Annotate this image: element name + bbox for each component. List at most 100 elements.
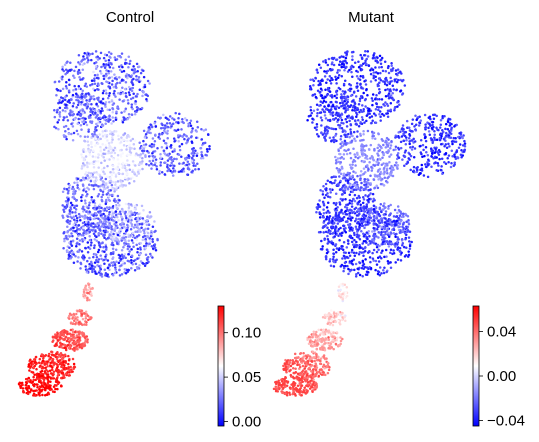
scatter-point-upper-lobes: [394, 215, 398, 218]
scatter-point-upper-lobes: [355, 115, 358, 118]
scatter-point-upper-lobes: [83, 57, 86, 61]
scatter-point-upper-lobes: [405, 139, 408, 142]
scatter-point-upper-lobes: [82, 122, 86, 126]
scatter-point-upper-lobes: [387, 214, 391, 217]
scatter-point-upper-lobes: [130, 103, 134, 106]
scatter-point-upper-lobes: [102, 220, 106, 223]
scatter-point-upper-lobes: [146, 149, 149, 153]
scatter-point-upper-lobes: [340, 105, 343, 108]
scatter-point-central-region: [120, 148, 123, 152]
scatter-point-lower-left-branch: [42, 377, 45, 381]
scatter-point-upper-lobes: [321, 193, 325, 196]
scatter-point-central-region: [103, 172, 106, 176]
scatter-point-central-region: [107, 141, 111, 145]
scatter-point-upper-lobes: [349, 132, 353, 135]
scatter-point-lower-left-branch: [52, 370, 56, 373]
scatter-point-upper-lobes: [93, 130, 96, 134]
scatter-point-upper-lobes: [424, 139, 428, 143]
scatter-point-upper-lobes: [319, 66, 323, 70]
scatter-point-upper-lobes: [132, 245, 135, 248]
scatter-point-upper-lobes: [332, 265, 336, 268]
scatter-point-upper-lobes: [76, 181, 79, 184]
scatter-point-upper-lobes: [64, 130, 67, 133]
scatter-point-upper-lobes: [93, 270, 97, 273]
scatter-point-upper-lobes: [427, 158, 430, 162]
scatter-point-central-region: [89, 173, 93, 177]
scatter-point-upper-lobes: [87, 246, 90, 249]
scatter-point-upper-lobes: [353, 219, 357, 223]
scatter-point-upper-lobes: [339, 138, 342, 141]
scatter-point-upper-lobes: [75, 245, 78, 248]
scatter-point-upper-lobes: [133, 113, 137, 116]
scatter-point-upper-lobes: [64, 135, 68, 138]
scatter-point-upper-lobes: [356, 107, 359, 110]
scatter-point-upper-lobes: [116, 201, 120, 205]
scatter-point-upper-lobes: [207, 133, 210, 137]
scatter-point-upper-lobes: [341, 217, 344, 220]
scatter-point-upper-lobes: [391, 98, 395, 101]
scatter-point-upper-lobes: [75, 237, 79, 241]
scatter-point-central-region: [348, 163, 352, 167]
scatter-point-upper-lobes: [387, 93, 390, 97]
scatter-point-upper-lobes: [159, 156, 163, 159]
scatter-point-upper-lobes: [349, 83, 353, 87]
scatter-point-upper-lobes: [123, 241, 126, 245]
scatter-point-upper-lobes: [86, 61, 89, 64]
scatter-point-central-region: [87, 144, 90, 147]
scatter-point-upper-lobes: [80, 199, 83, 203]
scatter-point-central-region: [108, 132, 112, 136]
scatter-point-upper-lobes: [340, 118, 344, 122]
scatter-point-upper-lobes: [381, 112, 384, 116]
scatter-point-upper-lobes: [341, 212, 345, 215]
scatter-point-upper-lobes: [358, 223, 362, 227]
scatter-point-upper-lobes: [136, 92, 139, 96]
scatter-point-upper-lobes: [377, 105, 381, 109]
scatter-point-upper-lobes: [130, 68, 134, 72]
scatter-point-upper-lobes: [84, 190, 88, 193]
scatter-point-central-region: [128, 214, 132, 218]
scatter-point-upper-lobes: [355, 251, 358, 255]
scatter-point-central-region: [133, 147, 136, 150]
scatter-point-upper-lobes: [165, 146, 169, 150]
scatter-point-upper-lobes: [85, 99, 88, 102]
scatter-point-upper-lobes: [119, 55, 123, 59]
scatter-point-upper-lobes: [187, 137, 190, 140]
scatter-point-upper-lobes: [92, 232, 96, 236]
scatter-point-upper-lobes: [124, 235, 128, 239]
scatter-point-upper-lobes: [354, 106, 357, 109]
scatter-point-central-region: [128, 150, 132, 153]
scatter-point-upper-lobes: [361, 259, 365, 263]
scatter-point-upper-lobes: [379, 71, 382, 75]
scatter-point-upper-lobes: [319, 79, 323, 83]
scatter-point-upper-lobes: [360, 116, 364, 119]
scatter-point-central-region: [102, 170, 105, 173]
scatter-point-lower-left-branch: [78, 330, 81, 333]
scatter-point-upper-lobes: [89, 260, 93, 264]
scatter-point-central-region: [377, 178, 380, 181]
scatter-point-upper-lobes: [186, 173, 189, 176]
scatter-point-upper-lobes: [455, 123, 458, 127]
scatter-point-central-region: [127, 206, 131, 210]
scatter-point-upper-lobes: [208, 144, 211, 148]
scatter-point-upper-lobes: [357, 60, 360, 63]
scatter-point-lower-left-branch: [63, 331, 66, 334]
scatter-point-upper-lobes: [413, 140, 417, 143]
scatter-point-central-region: [109, 171, 112, 174]
scatter-point-central-region: [122, 138, 125, 142]
scatter-point-upper-lobes: [189, 124, 193, 127]
scatter-point-central-region: [407, 222, 411, 226]
scatter-point-upper-lobes: [359, 189, 362, 192]
scatter-point-upper-lobes: [451, 142, 454, 146]
scatter-point-upper-lobes: [322, 208, 325, 211]
scatter-point-upper-lobes: [110, 62, 113, 66]
scatter-point-central-region: [110, 147, 113, 150]
scatter-point-upper-lobes: [87, 226, 90, 229]
scatter-point-lower-left-branch: [51, 353, 54, 357]
scatter-point-upper-lobes: [311, 117, 314, 120]
scatter-point-upper-lobes: [371, 257, 375, 260]
scatter-point-upper-lobes: [392, 249, 395, 252]
scatter-point-lower-left-branch: [32, 375, 35, 379]
scatter-point-upper-lobes: [163, 129, 166, 132]
scatter-point-upper-lobes: [142, 75, 146, 79]
scatter-point-upper-lobes: [372, 248, 376, 252]
